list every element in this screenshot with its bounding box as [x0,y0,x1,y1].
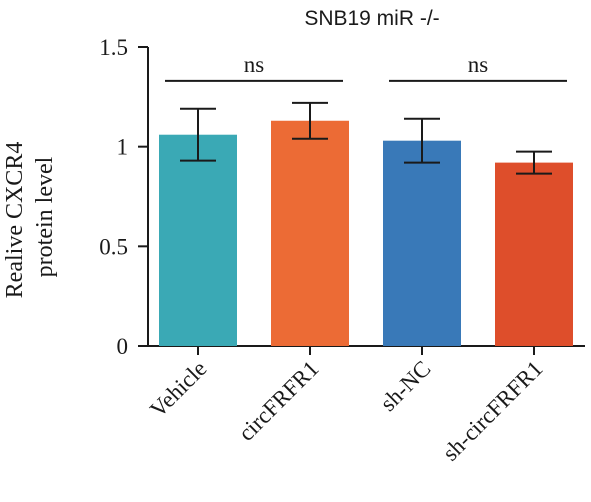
x-tick-label: sh-circFRFR1 [438,356,548,466]
y-tick-label: 0 [117,334,129,359]
significance-annotations: ns ns [165,52,567,82]
bar-sh-circfrfr1 [495,162,573,346]
bar-sh-nc [383,140,461,346]
y-tick-label: 0.5 [99,234,128,259]
error-bars [180,101,552,175]
bar-circfrfr1 [271,120,349,347]
y-axis-label: Realive CXCR4 protein level [2,136,58,299]
bars [159,120,573,347]
x-axis [148,345,585,355]
y-axis-label-line-1: Realive CXCR4 [2,142,28,299]
x-tick-label: Vehicle [145,356,211,422]
y-axis-label-line-2: protein level [32,156,58,277]
x-tick-label: circFRFR1 [234,356,324,446]
y-tick-label: 1.5 [99,35,128,60]
significance-label: ns [468,52,489,77]
bar-vehicle [159,134,237,346]
y-axis: 0 0.5 1 1.5 [99,35,149,359]
significance-label: ns [244,52,265,77]
x-tick-labels: Vehicle circFRFR1 sh-NC sh-circFRFR1 [145,356,547,466]
y-tick-label: 1 [117,135,129,160]
chart-title: SNB19 miR -/- [304,7,439,30]
x-tick-label: sh-NC [375,356,435,416]
